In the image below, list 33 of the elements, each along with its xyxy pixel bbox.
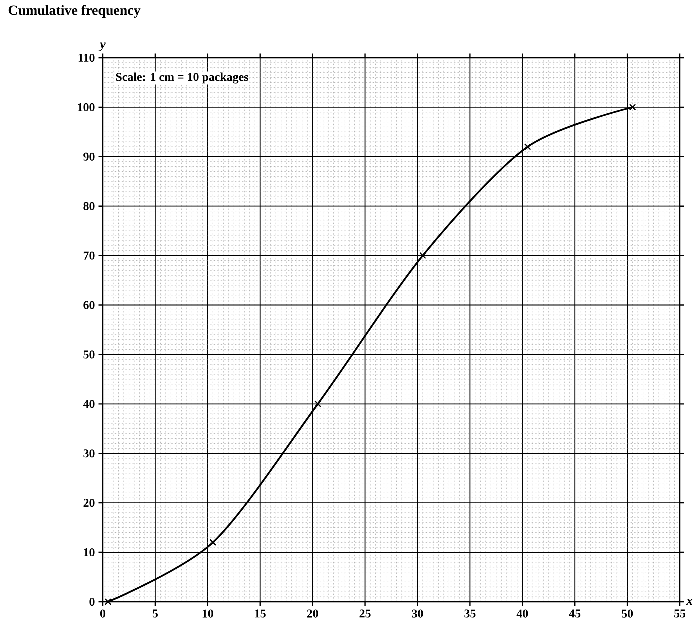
- x-tick-label: 35: [464, 610, 476, 618]
- y-tick-label: 30: [84, 450, 95, 458]
- y-tick-label: 90: [84, 152, 95, 161]
- x-tick-label: 50: [622, 610, 634, 618]
- y-tick-label: 20: [84, 499, 95, 508]
- y-tick-label: 10: [84, 548, 95, 557]
- x-tick-label: 10: [202, 610, 214, 618]
- y-tick-label: 80: [84, 202, 95, 210]
- y-tick-label: 100: [78, 103, 95, 112]
- x-tick-label: 55: [674, 610, 686, 618]
- x-tick-label: 0: [100, 610, 106, 618]
- point: [524, 144, 532, 150]
- point: [314, 400, 322, 408]
- y-tick-label: 40: [83, 400, 95, 408]
- x-tick-label: 25: [360, 610, 371, 618]
- x-tick-label: 30: [412, 610, 424, 618]
- x-tick-label: 15: [255, 610, 266, 618]
- x-tick-label: 20: [307, 610, 318, 618]
- y-tick-label: 70: [84, 252, 95, 260]
- point: [210, 539, 217, 546]
- annotation: Scale: 1 cm = 10 packages: [116, 72, 248, 84]
- x-tick-label: 5: [152, 610, 158, 618]
- x-axis-title: x: [686, 599, 693, 605]
- point: [420, 252, 426, 260]
- y-axis-title: y: [98, 42, 106, 52]
- y-tick-label: 60: [84, 301, 95, 310]
- x-tick-label: 40: [516, 610, 528, 618]
- chart-title: Cumulative frequency: [8, 5, 141, 18]
- y-tick-label: 50: [84, 350, 95, 359]
- x-tick-label: 45: [569, 610, 581, 618]
- point: [629, 104, 636, 111]
- y-tick-label: 110: [78, 54, 95, 62]
- y-tick-label: 0: [90, 598, 95, 606]
